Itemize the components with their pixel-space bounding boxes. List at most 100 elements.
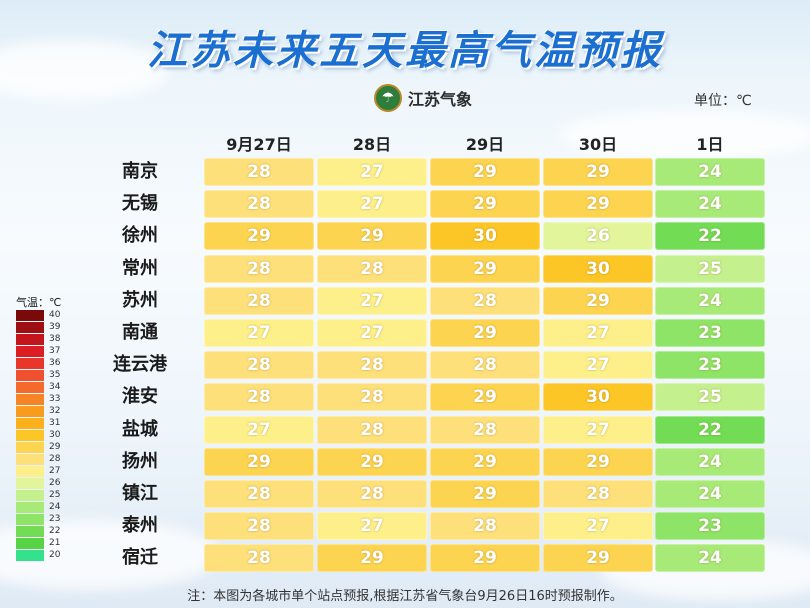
- row-header: 宿迁: [122, 547, 158, 569]
- row-header: 扬州: [122, 450, 158, 472]
- heatmap-cell: 27: [543, 512, 653, 541]
- legend-label: 37: [49, 346, 61, 356]
- heatmap-cell: 24: [655, 158, 765, 186]
- legend-swatch: [16, 394, 44, 405]
- legend-label: 35: [49, 370, 61, 380]
- legend-label: 24: [49, 502, 61, 512]
- heatmap-cell: 24: [655, 447, 765, 476]
- heatmap-cell: 27: [317, 512, 427, 541]
- heatmap-cell: 29: [430, 383, 540, 412]
- heatmap-cell: 30: [543, 254, 653, 283]
- heatmap-cell: 24: [655, 480, 765, 508]
- legend-swatch: [16, 322, 44, 333]
- heatmap-cell: 25: [655, 254, 765, 283]
- heatmap-cell: 28: [543, 480, 653, 508]
- heatmap-cell: 29: [317, 447, 427, 476]
- heatmap-cell: 29: [543, 447, 653, 476]
- heatmap-cell: 29: [317, 544, 427, 573]
- row-header: 南京: [122, 161, 158, 182]
- row-header: 徐州: [122, 225, 158, 247]
- legend-label: 34: [49, 382, 61, 392]
- heatmap-cell: 28: [204, 286, 314, 315]
- legend-swatch: [16, 430, 44, 441]
- heatmap-cell: 24: [655, 190, 765, 219]
- heatmap-cell: 27: [543, 319, 653, 347]
- heatmap-cell: 30: [543, 383, 653, 412]
- heatmap-cell: 30: [430, 222, 540, 251]
- legend-swatch: [16, 310, 44, 321]
- heatmap-cell: 28: [430, 286, 540, 315]
- legend-label: 30: [49, 430, 61, 440]
- row-header: 苏州: [122, 289, 158, 311]
- legend-label: 20: [49, 550, 61, 560]
- heatmap-cell: 28: [204, 480, 314, 508]
- heatmap-cell: 23: [655, 319, 765, 347]
- legend-swatch: [16, 478, 44, 489]
- column-header: 29日: [465, 135, 505, 154]
- heatmap-cell: 29: [430, 447, 540, 476]
- heatmap-cell: 28: [204, 254, 314, 283]
- legend-swatch: [16, 418, 44, 429]
- heatmap-cell: 27: [317, 190, 427, 219]
- legend-label: 36: [49, 358, 61, 368]
- row-header: 盐城: [122, 418, 158, 440]
- heatmap-cell: 28: [204, 190, 314, 219]
- legend-label: 26: [49, 478, 61, 488]
- heatmap-cell: 29: [543, 544, 653, 573]
- heatmap-cell: 29: [430, 254, 540, 283]
- heatmap-cell: 28: [204, 158, 314, 186]
- heatmap-cell: 22: [655, 415, 765, 444]
- heatmap-cell: 27: [543, 351, 653, 380]
- heatmap-cell: 24: [655, 544, 765, 573]
- heatmap-cell: 22: [655, 222, 765, 251]
- legend-swatch: [16, 358, 44, 369]
- heatmap-cell: 28: [317, 351, 427, 380]
- legend-label: 23: [49, 514, 61, 524]
- heatmap-cell: 28: [317, 415, 427, 444]
- heatmap-cell: 28: [204, 512, 314, 541]
- logo-text: 江苏气象: [408, 90, 473, 109]
- heatmap-cell: 23: [655, 512, 765, 541]
- heatmap-cell: 26: [543, 222, 653, 251]
- legend-label: 27: [49, 466, 61, 476]
- heatmap-cell: 28: [204, 544, 314, 573]
- meteorology-logo-icon: ☂: [374, 84, 402, 112]
- legend-label: 39: [49, 322, 61, 332]
- row-header: 连云港: [113, 354, 167, 376]
- logo: ☂ 江苏气象: [374, 84, 472, 112]
- heatmap-cell: 27: [543, 415, 653, 444]
- heatmap-cell: 29: [543, 190, 653, 219]
- legend-swatch: [16, 346, 44, 357]
- legend-label: 32: [49, 406, 61, 416]
- heatmap-cell: 25: [655, 383, 765, 412]
- row-header: 无锡: [122, 193, 158, 215]
- heatmap-cell: 29: [430, 319, 540, 347]
- legend-swatch: [16, 526, 44, 537]
- row-header: 淮安: [122, 386, 158, 408]
- legend-label: 29: [49, 442, 61, 452]
- legend-label: 28: [49, 454, 61, 464]
- legend-label: 33: [49, 394, 61, 404]
- legend-label: 40: [49, 310, 61, 320]
- heatmap-cell: 28: [317, 254, 427, 283]
- footnote: 注：本图为各城市单个站点预报,根据江苏省气象台9月26日16时预报制作。: [187, 589, 623, 604]
- heatmap-cell: 29: [317, 222, 427, 251]
- heatmap-cell: 29: [430, 158, 540, 186]
- heatmap-cell: 29: [204, 447, 314, 476]
- row-header: 泰州: [122, 515, 158, 537]
- unit-label: 单位：℃: [694, 93, 752, 109]
- chart-title: 江苏未来五天最高气温预报: [147, 28, 663, 74]
- heatmap-cell: 27: [204, 415, 314, 444]
- heatmap-cell: 29: [430, 480, 540, 508]
- heatmap-cell: 28: [430, 351, 540, 380]
- legend-label: 21: [49, 538, 61, 548]
- legend-title: 气温：℃: [16, 296, 62, 309]
- legend-swatch: [16, 550, 44, 561]
- legend-swatch: [16, 490, 44, 501]
- heatmap-cell: 28: [430, 512, 540, 541]
- heatmap-cell: 27: [204, 319, 314, 347]
- heatmap-cell: 28: [430, 415, 540, 444]
- heatmap-cell: 27: [317, 319, 427, 347]
- legend-label: 38: [49, 334, 61, 344]
- heatmap-cell: 27: [317, 158, 427, 186]
